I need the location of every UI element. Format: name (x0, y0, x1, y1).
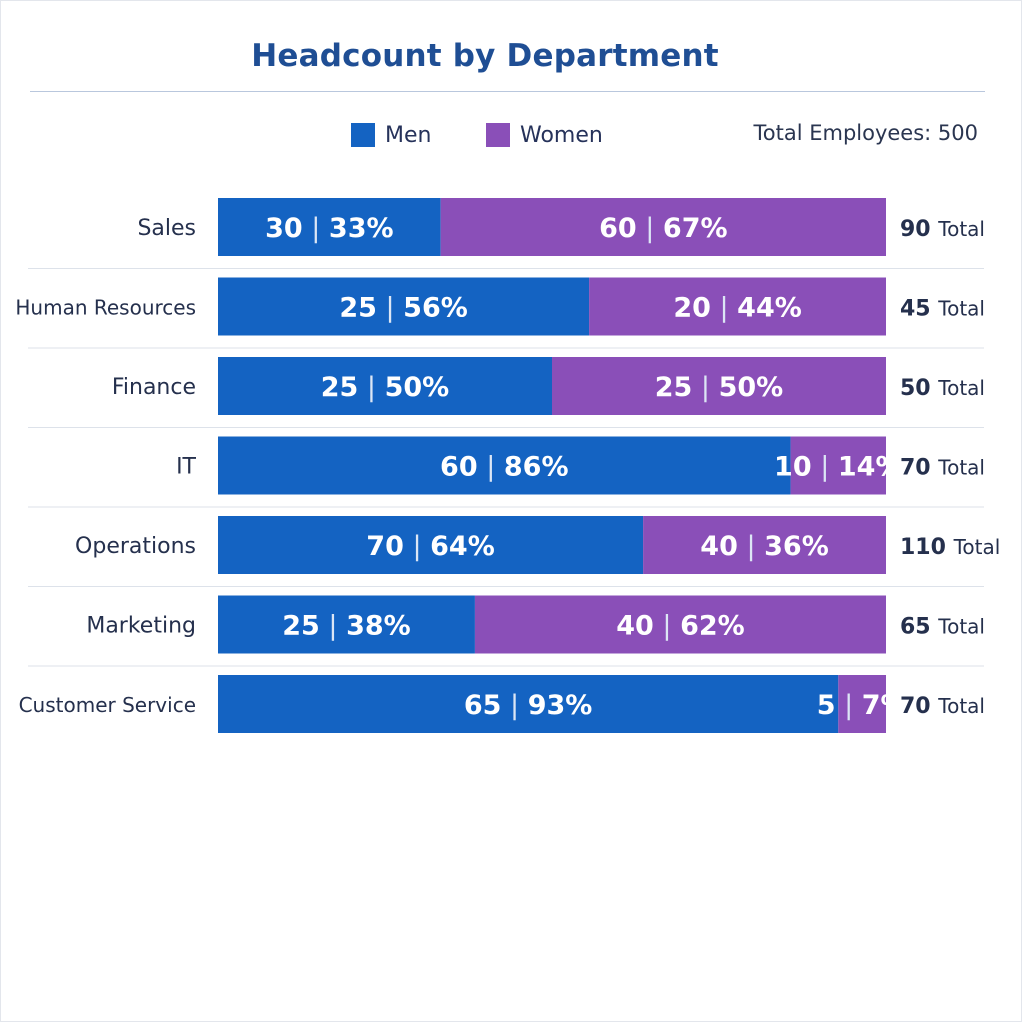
data-label-women-operations: 40 | 36% (700, 531, 828, 562)
legend-item-women: Women (486, 120, 603, 150)
data-label-men-it: 60 | 86% (440, 452, 568, 483)
total-label-it: 70 Total (900, 456, 985, 481)
bar-women-customer-service (838, 675, 886, 733)
category-label-marketing: Marketing (86, 614, 196, 639)
total-label-human-resources: 45 Total (900, 297, 985, 322)
legend-swatch-women (486, 123, 510, 147)
bar-women-operations (643, 516, 886, 574)
total-label-operations: 110 Total (900, 535, 1000, 560)
data-label-women-marketing: 40 | 62% (616, 611, 744, 642)
legend-item-men: Men (351, 120, 431, 150)
category-label-it: IT (176, 455, 196, 480)
legend-label-women: Women (520, 122, 603, 148)
bar-men-operations (218, 516, 644, 574)
bar-women-sales (440, 198, 886, 256)
total-label-marketing: 65 Total (900, 615, 985, 640)
bar-women-marketing (474, 595, 886, 654)
total-label-finance: 50 Total (900, 376, 985, 401)
data-label-women-it: 10 | 14% (774, 452, 902, 483)
category-label-finance: Finance (112, 375, 196, 400)
data-label-women-human-resources: 20 | 44% (673, 293, 801, 324)
data-label-men-sales: 30 | 33% (265, 213, 393, 244)
bar-women-finance (552, 357, 886, 415)
bar-men-it (218, 436, 791, 495)
total-label-sales: 90 Total (900, 217, 985, 242)
title-divider (30, 91, 985, 92)
bar-women-human-resources (589, 277, 886, 336)
category-label-operations: Operations (75, 534, 196, 559)
data-label-men-marketing: 25 | 38% (282, 611, 410, 642)
bar-men-human-resources (218, 277, 590, 336)
legend-label-men: Men (385, 122, 432, 148)
data-label-women-finance: 25 | 50% (655, 372, 783, 403)
bar-men-marketing (218, 595, 475, 654)
bar-men-finance (218, 357, 552, 415)
data-label-men-human-resources: 25 | 56% (339, 293, 467, 324)
bar-men-sales (218, 198, 441, 256)
category-label-sales: Sales (137, 216, 196, 241)
legend-swatch-men (351, 123, 375, 147)
chart-title: Headcount by Department (251, 38, 719, 74)
category-label-human-resources: Human Resources (15, 296, 196, 320)
data-label-women-customer-service: 5 | 7% (817, 690, 908, 721)
category-label-customer-service: Customer Service (19, 693, 196, 717)
total-label-customer-service: 70 Total (900, 694, 985, 719)
data-label-men-customer-service: 65 | 93% (464, 690, 592, 721)
bar-women-it (790, 436, 886, 495)
data-label-men-finance: 25 | 50% (321, 372, 449, 403)
bar-men-customer-service (218, 675, 839, 733)
data-label-women-sales: 60 | 67% (599, 213, 727, 244)
data-label-men-operations: 70 | 64% (366, 531, 494, 562)
total-employees-label: Total Employees: 500 (753, 121, 979, 145)
